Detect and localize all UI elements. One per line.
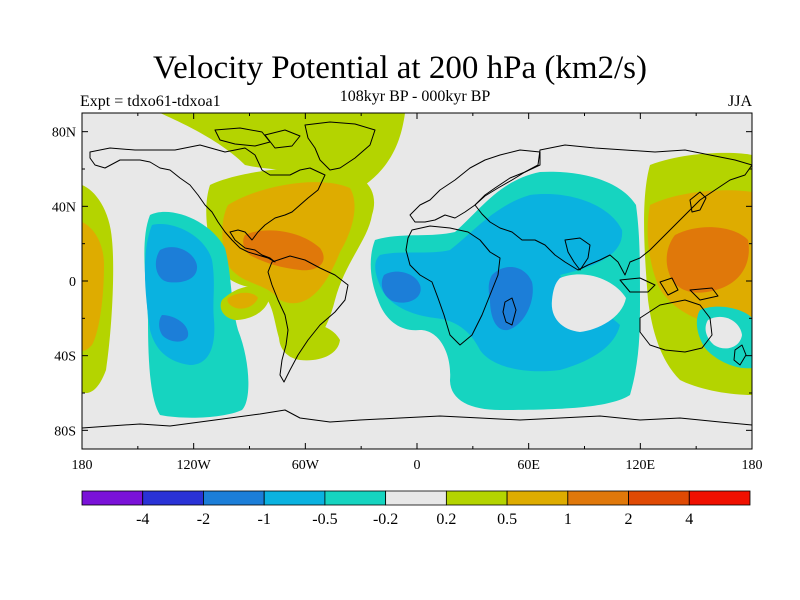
contour-australia-neutral — [705, 316, 742, 349]
colorbar-box — [688, 490, 751, 506]
x-tick-label: 180 — [742, 458, 763, 473]
colorbar-box — [203, 490, 265, 506]
contour-caribbean-peak — [243, 230, 324, 271]
contour-east-peak — [666, 227, 749, 293]
colorbar-box — [142, 490, 204, 506]
contour-pacific-west-high — [82, 222, 104, 351]
x-tick-label: 120W — [177, 458, 212, 473]
colorbar-box — [445, 490, 508, 506]
x-tick-label: 0 — [414, 458, 421, 473]
contour-south-indian-neutral — [551, 274, 626, 332]
colorbar-box — [385, 490, 447, 506]
colorbar-label: -0.2 — [373, 511, 398, 528]
colorbar-label: 1 — [564, 511, 572, 528]
contour-south-pacific-high — [227, 292, 258, 309]
coast-se-asia-islands — [619, 277, 719, 301]
contour-south-atlantic-positive — [279, 323, 340, 361]
colorbar-label: -4 — [136, 511, 149, 528]
x-tick-label: 60E — [517, 458, 540, 473]
coast-greenland — [304, 121, 376, 171]
colorbar-label: -1 — [258, 511, 271, 528]
colorbar-label: 4 — [685, 511, 693, 528]
coast-japan — [689, 191, 707, 213]
colorbar-label: -0.5 — [312, 511, 337, 528]
colorbar: -4 -2 -1 -0.5 -0.2 0.2 0.5 1 2 4 — [81, 490, 751, 528]
coastlines — [82, 121, 752, 429]
colorbar-label: 2 — [625, 511, 633, 528]
colorbar-box — [324, 490, 387, 506]
x-axis: 180 120W 60W 0 60E 120E 180 — [72, 113, 763, 473]
coast-new-zealand — [733, 344, 747, 366]
coast-africa — [405, 225, 501, 346]
y-tick-label: 80N — [52, 126, 76, 141]
colorbar-box — [567, 490, 629, 506]
map-title: Velocity Potential at 200 hPa (km2/s) — [152, 50, 648, 86]
coast-north-america — [89, 144, 326, 263]
coast-asia — [474, 144, 752, 276]
coast-antarctica — [82, 409, 752, 429]
coast-australia — [639, 299, 713, 353]
contour-africa-low — [381, 271, 421, 303]
coast-madagascar — [502, 297, 517, 326]
coast-south-america — [267, 255, 349, 383]
y-axis: 80N 40N 0 40S 80S — [52, 126, 752, 439]
colorbar-box — [81, 490, 144, 506]
colorbar-box — [506, 490, 569, 506]
experiment-label: Expt = tdxo61-tdxoa1 — [80, 93, 221, 110]
colorbar-box — [628, 490, 690, 506]
y-tick-label: 80S — [54, 424, 76, 439]
x-tick-label: 180 — [72, 458, 93, 473]
contour-arctic-positive — [160, 113, 405, 185]
coast-arctic-islands — [214, 127, 301, 149]
y-tick-label: 40N — [52, 200, 76, 215]
contour-pacific-low-north — [155, 247, 198, 283]
x-tick-label: 120E — [626, 458, 656, 473]
colorbar-label: -2 — [197, 511, 210, 528]
contour-pacific-low-south — [159, 315, 189, 342]
coast-india — [564, 237, 591, 271]
colorbar-label: 0.5 — [497, 511, 517, 528]
season-label: JJA — [727, 93, 752, 110]
y-tick-label: 40S — [54, 350, 76, 365]
colorbar-box — [263, 490, 326, 506]
map-subtitle: 108kyr BP - 000kyr BP — [339, 88, 491, 105]
x-tick-label: 60W — [292, 458, 320, 473]
contour-fills — [82, 113, 752, 418]
y-tick-label: 0 — [69, 275, 76, 290]
colorbar-label: 0.2 — [436, 511, 456, 528]
